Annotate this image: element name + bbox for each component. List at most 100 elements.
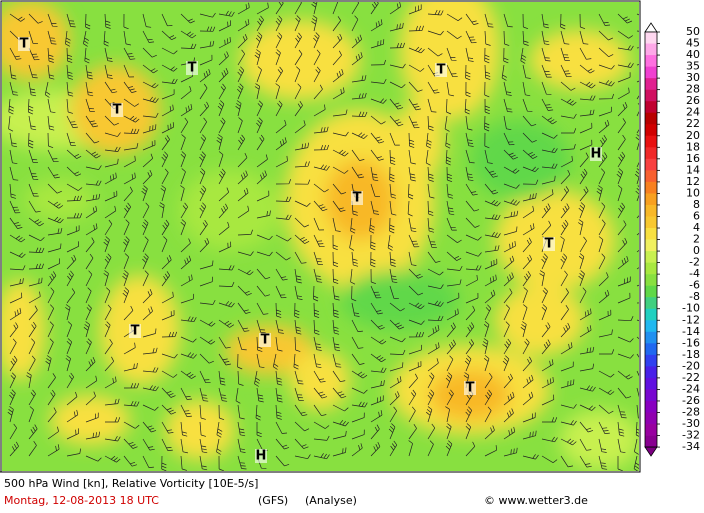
wind-barb [484, 372, 493, 389]
wind-barb [83, 321, 90, 338]
scale-label: -14 [682, 325, 700, 338]
wind-barb [28, 166, 39, 180]
wind-barb [237, 187, 249, 202]
wind-barb [541, 253, 548, 270]
wind-barb [235, 100, 242, 117]
wind-barb [350, 268, 356, 285]
wind-barb [199, 202, 207, 219]
wind-barb [28, 355, 36, 372]
wind-barb [560, 186, 569, 202]
wind-barb [446, 265, 463, 271]
wind-barb [199, 26, 216, 32]
scale-swatch [645, 147, 657, 160]
wind-barb [28, 13, 43, 24]
wind-barb [484, 81, 490, 98]
wind-barb [598, 236, 604, 253]
wind-barb [408, 46, 425, 54]
wind-barb [408, 406, 416, 423]
wind-barb [599, 349, 615, 355]
wind-barb [9, 13, 25, 22]
wind-barb [579, 168, 588, 185]
wind-barb [598, 272, 609, 287]
wind-barb [104, 455, 121, 463]
wind-barb [484, 149, 493, 164]
wind-barb [199, 117, 208, 134]
wind-barb [332, 217, 341, 232]
wind-barb [313, 183, 329, 193]
wind-barb [218, 151, 224, 168]
wind-barb [275, 421, 288, 434]
wind-barb [446, 13, 463, 21]
wind-barb [370, 319, 385, 330]
wind-barb [237, 66, 245, 83]
wind-barb [313, 353, 322, 369]
wind-barb [579, 81, 596, 89]
wind-barb [370, 200, 380, 215]
wind-barb [427, 389, 435, 406]
wind-barb [636, 151, 639, 168]
wind-barb [47, 47, 54, 63]
wind-barb [161, 387, 176, 398]
wind-barb [294, 438, 309, 449]
wind-barb [635, 134, 639, 151]
wind-barb [617, 13, 633, 24]
wind-barb [66, 149, 82, 159]
wind-barb [636, 129, 639, 134]
wind-barb [9, 200, 21, 214]
scale-label: 28 [686, 83, 700, 96]
wind-barb [294, 268, 302, 284]
wind-barb [216, 421, 223, 438]
wind-barb [598, 135, 607, 151]
wind-barb [503, 183, 520, 189]
wind-barb [332, 268, 339, 284]
wind-barb [522, 271, 531, 287]
wind-barb [484, 115, 490, 132]
center-box [543, 237, 555, 251]
wind-barb [237, 229, 253, 236]
wind-barb [560, 305, 569, 321]
wind-barb [142, 270, 149, 287]
wind-barb [47, 373, 56, 389]
wind-barb [426, 132, 432, 149]
wind-barb [332, 166, 349, 174]
wind-barb [598, 421, 610, 434]
wind-barb [199, 151, 206, 168]
wind-barb [313, 336, 322, 351]
wind-barb [180, 438, 188, 454]
wind-barb [484, 304, 492, 321]
wind-barb [617, 353, 634, 359]
wind-barb [180, 219, 186, 236]
wind-barb [370, 302, 383, 315]
wind-barb [484, 389, 492, 406]
wind-barb [370, 441, 381, 457]
wind-barb [408, 424, 417, 440]
wind-barb [464, 355, 472, 372]
wind-barb [28, 305, 38, 321]
wind-barb [579, 236, 587, 253]
wind-barb [9, 322, 19, 338]
wind-barb [256, 100, 263, 117]
wind-barb [9, 372, 16, 389]
wind-barb [28, 338, 36, 355]
wind-barb [255, 404, 261, 421]
wind-barb [578, 219, 584, 236]
wind-barb [275, 119, 287, 134]
wind-barb [275, 302, 282, 318]
wind-barb [237, 2, 250, 15]
wind-barb [617, 370, 633, 380]
wind-barb [370, 410, 383, 423]
wind-barb [541, 189, 554, 202]
wind-barb [180, 255, 192, 270]
wind-barb [199, 68, 211, 83]
wind-barb [237, 370, 244, 386]
wind-barb [218, 221, 230, 236]
wind-barb [465, 265, 482, 271]
wind-barb [541, 147, 558, 154]
wind-barb [522, 179, 539, 185]
wind-barb [389, 81, 406, 89]
wind-barb [28, 441, 37, 457]
wind-barb [45, 355, 52, 372]
wind-barb [560, 219, 569, 236]
scale-swatch [645, 377, 657, 390]
wind-barb [313, 285, 319, 302]
